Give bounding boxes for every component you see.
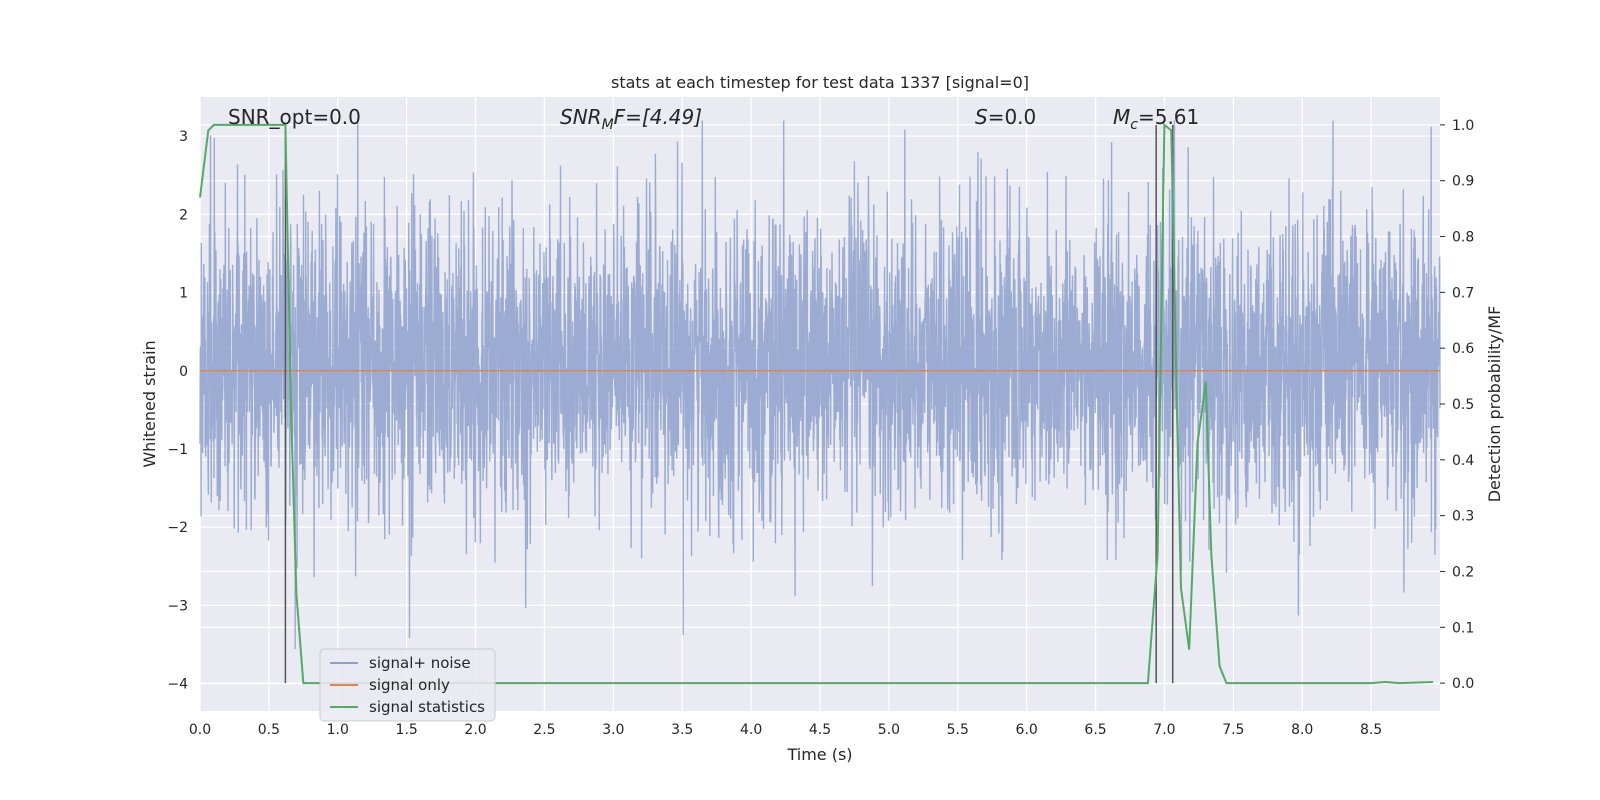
x-tick-label: 2.0 xyxy=(464,722,486,738)
y-axis-left-label: Whitened strain xyxy=(140,340,159,467)
y-right-tick-label: 0.2 xyxy=(1452,564,1474,580)
x-tick-label: 6.5 xyxy=(1084,722,1106,738)
x-tick-label: 0.5 xyxy=(258,722,280,738)
y-right-tick-label: 1.0 xyxy=(1452,118,1474,134)
chart-title: stats at each timestep for test data 133… xyxy=(611,73,1029,92)
y-axis-left-ticks: 3 2 1 0 −1 −2 −3 −4 xyxy=(167,129,188,693)
signal-noise-series xyxy=(199,120,1441,650)
y-right-tick-label: 0.7 xyxy=(1452,285,1474,301)
signal-statistics-series xyxy=(199,122,1434,685)
y-left-tick-label: 1 xyxy=(179,286,188,302)
annotation-snr-mf-base: SNR xyxy=(560,105,602,129)
x-tick-label: 7.0 xyxy=(1153,722,1175,738)
x-tick-label: 1.5 xyxy=(396,722,418,738)
y-right-tick-label: 0.6 xyxy=(1452,341,1474,357)
y-right-tick-label: 0.3 xyxy=(1452,509,1474,525)
x-tick-label: 6.0 xyxy=(1016,722,1038,738)
legend-label-signal-only: signal only xyxy=(369,676,450,694)
y-left-tick-label: −4 xyxy=(167,677,188,693)
annotation-s: S=0.0 xyxy=(975,105,1036,129)
x-tick-label: 0.0 xyxy=(189,722,211,738)
x-tick-label: 2.5 xyxy=(533,722,555,738)
annotation-snr-mf-rest: F=[4.49] xyxy=(614,105,702,129)
y-right-tick-label: 0.1 xyxy=(1452,620,1474,636)
annotation-mc: Mc=5.61 xyxy=(1113,105,1199,133)
legend-label-statistics: signal statistics xyxy=(369,698,485,716)
x-tick-label: 4.5 xyxy=(809,722,831,738)
y-left-tick-label: −2 xyxy=(167,520,188,536)
x-tick-label: 3.5 xyxy=(671,722,693,738)
legend: signal+ noise signal only signal statist… xyxy=(319,648,496,722)
y-right-tick-label: 0.0 xyxy=(1452,676,1474,692)
y-left-tick-label: −3 xyxy=(167,598,188,614)
x-tick-label: 7.5 xyxy=(1222,722,1244,738)
x-tick-label: 8.0 xyxy=(1291,722,1313,738)
legend-label-noise: signal+ noise xyxy=(369,654,471,672)
y-right-tick-label: 0.9 xyxy=(1452,174,1474,190)
x-tick-label: 3.0 xyxy=(602,722,624,738)
x-tick-label: 4.0 xyxy=(740,722,762,738)
annotation-mc-rest: =5.61 xyxy=(1138,105,1199,129)
y-left-tick-label: −1 xyxy=(167,442,188,458)
x-axis-ticks: 0.0 0.5 1.0 1.5 2.0 2.5 3.0 3.5 4.0 4.5 5.0 5.5 6.0 6… xyxy=(189,722,1382,738)
y-right-tick-label: 0.4 xyxy=(1452,453,1474,469)
y-left-tick-label: 3 xyxy=(179,129,188,145)
y-axis-right-label: Detection probability/MF xyxy=(1485,306,1504,503)
x-axis-label: Time (s) xyxy=(786,745,852,764)
x-tick-label: 8.5 xyxy=(1360,722,1382,738)
x-tick-label: 5.0 xyxy=(878,722,900,738)
y-right-tick-label: 0.5 xyxy=(1452,397,1474,413)
signal-statistics-line xyxy=(199,122,1434,685)
annotation-s-var: S xyxy=(975,105,988,129)
annotation-mc-base: M xyxy=(1113,105,1130,129)
annotation-snr-opt: SNR_opt=0.0 xyxy=(228,105,361,129)
annotation-s-rest: =0.0 xyxy=(988,105,1037,129)
x-tick-label: 1.0 xyxy=(327,722,349,738)
annotation-snr-mf: SNRMF=[4.49] xyxy=(560,105,702,133)
x-tick-label: 5.5 xyxy=(947,722,969,738)
legend-box xyxy=(319,648,496,722)
annotation-mc-sub: c xyxy=(1130,117,1138,133)
y-left-tick-label: 0 xyxy=(179,364,188,380)
y-left-tick-label: 2 xyxy=(179,207,188,223)
signal-noise-line xyxy=(199,120,1441,650)
y-axis-right-ticks: 1.0 0.9 0.8 0.7 0.6 0.5 0.4 0.3 0.2 0.1 0.0 xyxy=(1440,118,1474,692)
y-right-tick-label: 0.8 xyxy=(1452,230,1474,246)
annotation-snr-mf-sub: M xyxy=(602,117,614,133)
